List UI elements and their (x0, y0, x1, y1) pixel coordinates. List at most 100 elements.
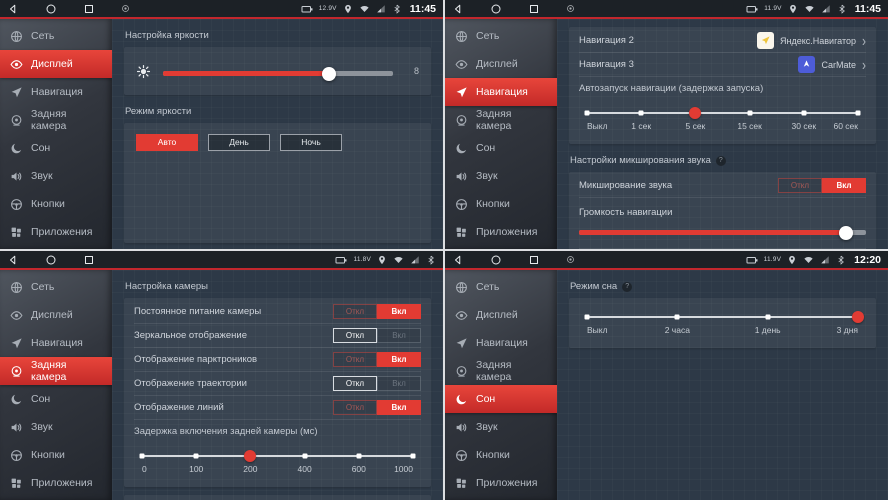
app-selector[interactable]: CarMate › (798, 56, 866, 73)
sidebar-item-rear-camera[interactable]: Задняя камера (445, 106, 557, 134)
slider-tick[interactable] (302, 453, 308, 459)
record-dot-button[interactable] (566, 255, 575, 264)
sidebar-item-network[interactable]: Сеть (0, 273, 112, 301)
slider-thumb[interactable] (689, 107, 702, 119)
record-dot-button[interactable] (121, 4, 130, 13)
mode-button[interactable]: Ночь (280, 134, 342, 151)
sidebar-item-buttons[interactable]: Кнопки (0, 190, 112, 218)
sleep-icon (455, 393, 468, 406)
recents-button[interactable] (83, 3, 95, 15)
slider-tick[interactable] (855, 110, 861, 116)
mode-button[interactable]: День (208, 134, 270, 151)
back-button[interactable] (7, 254, 19, 266)
step-slider[interactable]: Выкл 2 часа 1 день 3 дня (584, 308, 864, 344)
back-button[interactable] (452, 3, 464, 15)
slider-tick[interactable] (584, 110, 590, 116)
sidebar-item-buttons[interactable]: Кнопки (445, 190, 557, 218)
toggle-on-button[interactable]: Вкл (377, 304, 421, 319)
toggle-on-button[interactable]: Вкл (377, 328, 421, 343)
slider-tick[interactable] (638, 110, 644, 116)
slider-tick[interactable] (410, 453, 416, 459)
slider-tick[interactable] (674, 314, 680, 320)
sidebar-item-network[interactable]: Сеть (445, 22, 557, 50)
on-off-toggle[interactable]: Откл Вкл (333, 376, 421, 391)
sidebar-item-sound[interactable]: Звук (0, 162, 112, 190)
toggle-on-button[interactable]: Вкл (822, 178, 866, 193)
sidebar-item-sound[interactable]: Звук (445, 413, 557, 441)
sidebar-item-display[interactable]: Дисплей (445, 50, 557, 78)
on-off-toggle[interactable]: Откл Вкл (333, 328, 421, 343)
sidebar-item-apps[interactable]: Приложения (445, 469, 557, 497)
sidebar-item-display[interactable]: Дисплей (0, 50, 112, 78)
sidebar-item-buttons[interactable]: Кнопки (0, 441, 112, 469)
sidebar-item-sleep[interactable]: Сон (445, 385, 557, 413)
on-off-toggle[interactable]: Откл Вкл (333, 352, 421, 367)
sidebar-item-navigation[interactable]: Навигация (445, 329, 557, 357)
slider-tick[interactable] (193, 453, 199, 459)
slider-thumb[interactable] (852, 311, 864, 323)
sidebar-item-display[interactable]: Дисплей (0, 301, 112, 329)
toggle-on-button[interactable]: Вкл (377, 376, 421, 391)
home-button[interactable] (45, 3, 57, 15)
toggle-off-button[interactable]: Откл (333, 376, 377, 391)
brightness-value: 8 (413, 66, 419, 76)
mode-button[interactable]: Авто (136, 134, 198, 151)
recents-button[interactable] (528, 3, 540, 15)
back-button[interactable] (7, 3, 19, 15)
toggle-on-button[interactable]: Вкл (377, 400, 421, 415)
home-button[interactable] (490, 254, 502, 266)
sidebar-item-navigation[interactable]: Навигация (0, 78, 112, 106)
sidebar-item-navigation[interactable]: Навигация (445, 78, 557, 106)
sidebar-item-sleep[interactable]: Сон (445, 134, 557, 162)
sidebar-item-rear-camera[interactable]: Задняя камера (0, 106, 112, 134)
toggle-off-button[interactable]: Откл (778, 178, 822, 193)
record-dot-button[interactable] (566, 4, 575, 13)
nav-app-row[interactable]: Навигация 2 Яндекс.Навигатор › (579, 29, 866, 53)
sidebar-item-display[interactable]: Дисплей (445, 301, 557, 329)
toggle-off-button[interactable]: Откл (333, 328, 377, 343)
toggle-off-button[interactable]: Откл (333, 304, 377, 319)
sidebar-item-apps[interactable]: Приложения (445, 218, 557, 246)
slider-tick[interactable] (801, 110, 807, 116)
sidebar-item-network[interactable]: Сеть (445, 273, 557, 301)
sidebar-item-apps[interactable]: Приложения (0, 218, 112, 246)
step-slider[interactable]: 0 100 200 400 600 1000 (139, 447, 416, 483)
home-button[interactable] (490, 3, 502, 15)
slider-thumb[interactable] (321, 66, 336, 81)
sidebar-item-apps[interactable]: Приложения (0, 469, 112, 497)
sidebar-item-sleep[interactable]: Сон (0, 134, 112, 162)
nav-app-row[interactable]: Навигация 3 CarMate › (579, 53, 866, 77)
slider[interactable] (163, 66, 393, 81)
slider-thumb[interactable] (838, 225, 853, 240)
on-off-toggle[interactable]: Откл Вкл (333, 400, 421, 415)
setting-label: Задержка включения задней камеры (мс) (134, 426, 318, 437)
back-button[interactable] (452, 254, 464, 266)
slider-tick[interactable] (139, 453, 145, 459)
home-button[interactable] (45, 254, 57, 266)
sleep-icon (455, 142, 468, 155)
toggle-off-button[interactable]: Откл (333, 352, 377, 367)
toggle-off-button[interactable]: Откл (333, 400, 377, 415)
slider-tick[interactable] (747, 110, 753, 116)
slider-thumb[interactable] (244, 450, 257, 462)
sidebar-item-navigation[interactable]: Навигация (0, 329, 112, 357)
step-slider[interactable]: Выкл 1 сек 5 сек 15 сек 30 сек 60 сек (584, 104, 861, 140)
slider-tick[interactable] (356, 453, 362, 459)
sidebar-item-sound[interactable]: Звук (445, 162, 557, 190)
on-off-toggle[interactable]: Откл Вкл (778, 178, 866, 193)
sidebar-item-sleep[interactable]: Сон (0, 385, 112, 413)
sidebar-item-buttons[interactable]: Кнопки (445, 441, 557, 469)
sidebar-item-rear-camera[interactable]: Задняя камера (0, 357, 112, 385)
recents-button[interactable] (528, 254, 540, 266)
battery-icon (746, 254, 758, 266)
recents-button[interactable] (83, 254, 95, 266)
slider-tick[interactable] (584, 314, 590, 320)
app-selector[interactable]: Яндекс.Навигатор › (756, 32, 866, 49)
sidebar-item-rear-camera[interactable]: Задняя камера (445, 357, 557, 385)
slider[interactable] (579, 225, 866, 240)
on-off-toggle[interactable]: Откл Вкл (333, 304, 421, 319)
slider-tick[interactable] (765, 314, 771, 320)
sidebar-item-network[interactable]: Сеть (0, 22, 112, 50)
toggle-on-button[interactable]: Вкл (377, 352, 421, 367)
sidebar-item-sound[interactable]: Звук (0, 413, 112, 441)
